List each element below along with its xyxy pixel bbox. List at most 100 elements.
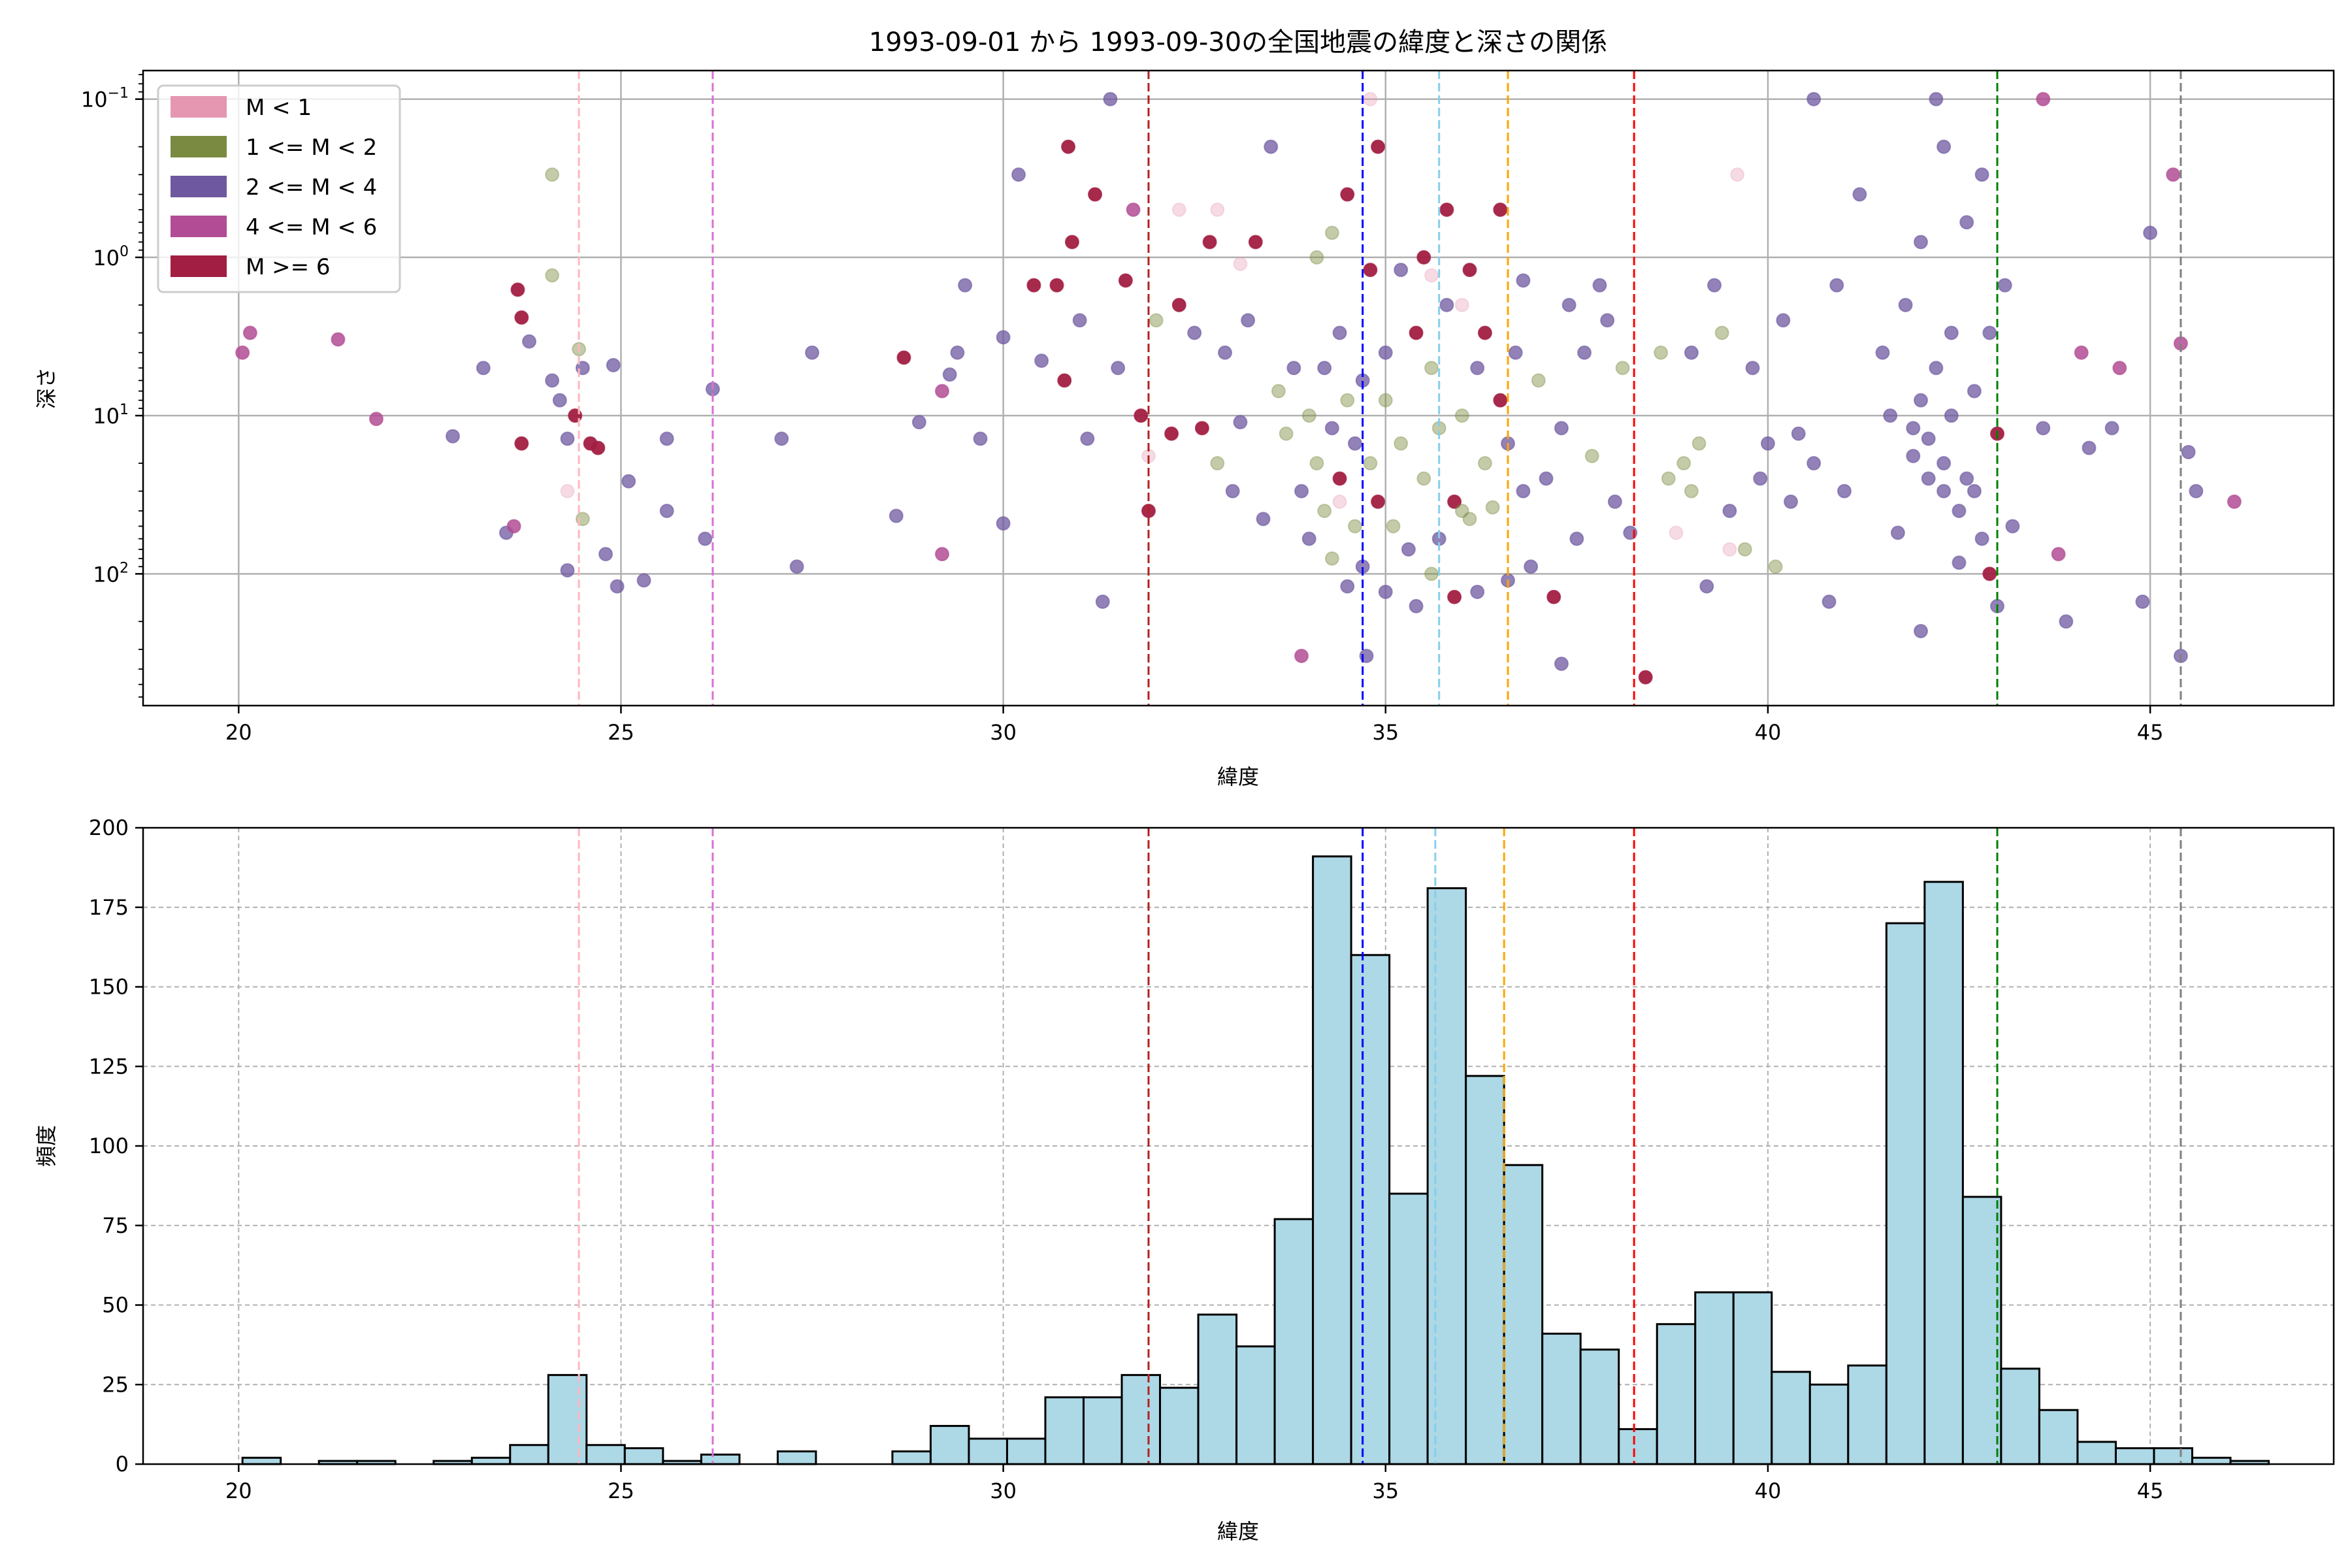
legend-swatch: [171, 255, 227, 277]
scatter-point: [1394, 436, 1409, 451]
x-tick-label: 25: [608, 720, 634, 745]
scatter-y-label: 深さ: [34, 367, 59, 409]
scatter-point: [1654, 345, 1669, 360]
scatter-point: [1340, 187, 1355, 202]
scatter-point: [476, 361, 491, 376]
y-tick-label: 200: [89, 815, 129, 840]
scatter-point: [1088, 187, 1103, 202]
y-tick-label: 102: [93, 560, 129, 587]
scatter-point: [1347, 436, 1362, 451]
scatter-point: [1669, 525, 1684, 540]
scatter-point: [889, 508, 904, 523]
scatter-point: [510, 282, 525, 297]
histogram-axes: 20 25 30 35 40 45 0 25 50 75 100 125 150 175 200: [89, 815, 2335, 1503]
scatter-point: [1378, 345, 1393, 360]
scatter-point: [1401, 542, 1416, 557]
histogram-bar: [1732, 1291, 1773, 1465]
scatter-point: [1883, 408, 1898, 423]
histogram-bar: [2114, 1447, 2155, 1465]
scatter-point: [2143, 225, 2158, 240]
x-tick-label: 30: [990, 720, 1017, 745]
histogram-bar: [1579, 1348, 1620, 1465]
y-tick-label: 150: [89, 975, 129, 1000]
histogram-bar: [1694, 1291, 1735, 1465]
scatter-point: [1699, 579, 1714, 594]
scatter-point: [1516, 273, 1531, 288]
scatter-point: [996, 516, 1011, 531]
histogram-bar: [623, 1447, 664, 1465]
scatter-point: [1111, 361, 1126, 376]
scatter-point: [1026, 278, 1041, 293]
histogram-bar: [1426, 887, 1467, 1465]
scatter-point: [1714, 325, 1729, 340]
histogram-bar: [1044, 1396, 1085, 1465]
y-tick-label: 10−1: [81, 86, 129, 112]
scatter-point: [1317, 361, 1332, 376]
scatter-point: [1424, 566, 1439, 581]
legend-label: M < 1: [246, 95, 312, 121]
scatter-point: [2051, 547, 2066, 562]
histogram-bar: [2076, 1441, 2117, 1465]
scatter-point: [1225, 483, 1240, 498]
scatter-point: [1363, 91, 1378, 106]
histogram-bar: [1120, 1374, 1162, 1465]
scatter-point: [1363, 263, 1378, 278]
scatter-point: [1982, 566, 1997, 581]
scatter-point: [934, 547, 949, 562]
scatter-point: [1753, 471, 1768, 486]
scatter-point: [1959, 471, 1974, 486]
histogram-bar: [1465, 1075, 1505, 1465]
histogram-bar: [470, 1456, 512, 1465]
histogram-bar: [1197, 1313, 1238, 1465]
scatter-point: [1691, 436, 1707, 451]
scatter-point: [1064, 235, 1079, 250]
histogram-bar: [1847, 1364, 1887, 1465]
scatter-point: [1829, 278, 1844, 293]
scatter-point: [1952, 503, 1967, 518]
scatter-point: [1286, 361, 1301, 376]
histogram-bar: [241, 1456, 282, 1465]
x-tick-label: 40: [1755, 1478, 1782, 1503]
histogram-bar: [1541, 1332, 1582, 1465]
legend-swatch: [171, 216, 227, 237]
x-tick-label: 20: [225, 1478, 252, 1503]
scatter-point: [1493, 393, 1508, 408]
scatter-point: [545, 373, 560, 388]
scatter-point: [973, 431, 988, 446]
scatter-point: [1760, 436, 1775, 451]
scatter-point: [1340, 579, 1355, 594]
scatter-point: [1187, 325, 1202, 340]
scatter-point: [1164, 426, 1179, 441]
scatter-point: [1974, 531, 1989, 546]
histogram-x-label: 緯度: [1217, 1519, 1259, 1544]
scatter-point: [1936, 456, 1952, 471]
scatter-point: [1730, 167, 1745, 182]
scatter-point: [1210, 456, 1225, 471]
scatter-point: [1791, 426, 1806, 441]
scatter-point: [1684, 345, 1699, 360]
scatter-point: [1248, 235, 1263, 250]
scatter-point: [805, 345, 820, 360]
scatter-point: [1061, 139, 1076, 154]
scatter-point: [545, 268, 560, 283]
scatter-point: [1210, 203, 1225, 218]
scatter-point: [2227, 494, 2242, 509]
scatter-point: [1737, 542, 1752, 557]
y-tick-exponent: 1: [120, 402, 129, 418]
scatter-point: [1776, 313, 1791, 328]
scatter-point: [2166, 167, 2181, 182]
histogram-bar: [1771, 1371, 1811, 1465]
histogram-bar: [1235, 1345, 1276, 1465]
x-tick-label: 45: [2137, 720, 2164, 745]
histogram-bar: [1388, 1192, 1429, 1465]
chart-title: 1993-09-01 から 1993-09-30の全国地震の緯度と深さの関係: [869, 27, 1607, 57]
histogram-bar: [1885, 922, 1926, 1465]
y-tick-label: 175: [89, 895, 129, 920]
scatter-point: [1493, 203, 1508, 218]
scatter-point: [1171, 297, 1186, 312]
y-tick-label: 125: [89, 1054, 129, 1079]
scatter-point: [1898, 297, 1913, 312]
scatter-point: [1072, 313, 1087, 328]
scatter-point: [1095, 595, 1110, 610]
